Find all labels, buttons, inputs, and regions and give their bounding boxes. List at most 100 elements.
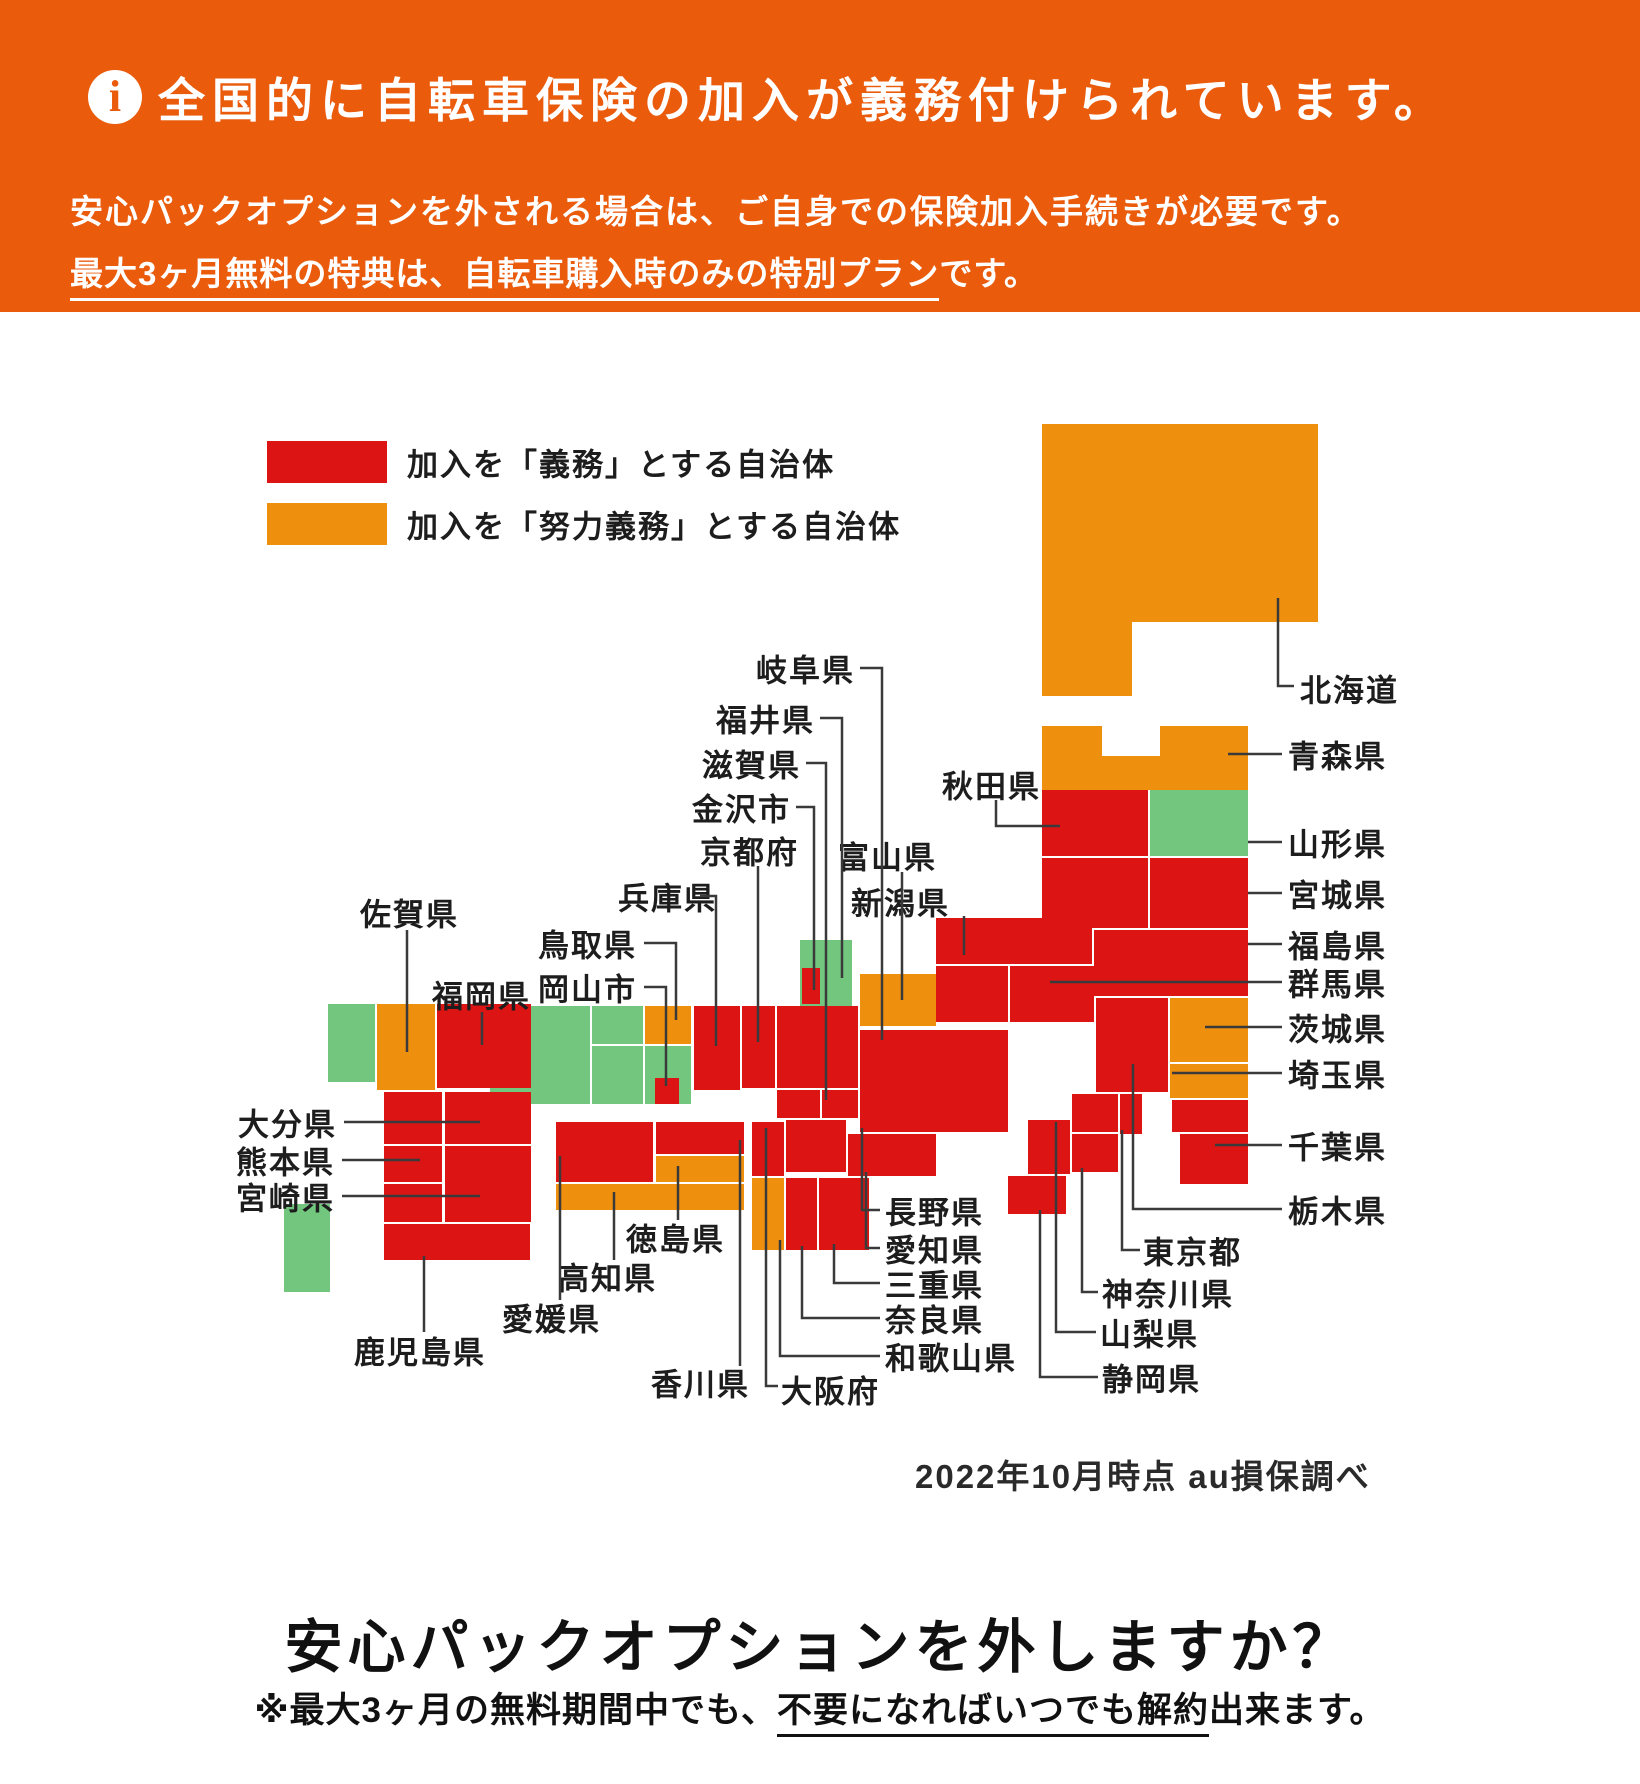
map-label-栃木県: 栃木県 (1288, 1194, 1387, 1230)
leader-line-栃木県 (1131, 1064, 1282, 1211)
header-title: 全国的に自転車保険の加入が義務付けられています。 (158, 74, 1448, 127)
legend-label-0: 加入を「義務」とする自治体 (407, 447, 836, 483)
region-saitama (1170, 1064, 1248, 1098)
region-gunma (1010, 966, 1094, 1022)
map-label-富山県: 富山県 (838, 840, 937, 876)
map-label-福井県: 福井県 (716, 703, 815, 739)
region-ibaraki (1170, 998, 1248, 1062)
region-chiba-upper (1172, 1100, 1248, 1132)
map-label-大阪府: 大阪府 (781, 1374, 880, 1410)
leader-line-長野県 (860, 1128, 880, 1212)
map-label-和歌山県: 和歌山県 (885, 1341, 1017, 1377)
footer-note: ※最大3ヶ月の無料期間中でも、不要になればいつでも解約出来ます。 (0, 1682, 1640, 1737)
map-label-兵庫県: 兵庫県 (618, 881, 717, 917)
map-label-新潟県: 新潟県 (851, 886, 950, 922)
legend-swatch-red (267, 441, 387, 483)
map-label-鹿児島県: 鹿児島県 (354, 1335, 486, 1371)
map-label-山梨県: 山梨県 (1100, 1317, 1199, 1353)
map-label-茨城県: 茨城県 (1288, 1012, 1387, 1048)
aomori-notch (1102, 726, 1160, 756)
map-label-佐賀県: 佐賀県 (360, 897, 459, 933)
map-label-奈良県: 奈良県 (885, 1303, 984, 1339)
region-kagawa (656, 1122, 744, 1154)
leader-line-神奈川県 (1080, 1168, 1098, 1294)
header-banner: i 全国的に自転車保険の加入が義務付けられています。 安心パックオプションを外さ… (0, 0, 1640, 312)
footer-note-pre: ※最大3ヶ月の無料期間中でも、 (254, 1691, 777, 1730)
legend-label-1: 加入を「努力義務」とする自治体 (407, 509, 902, 545)
header-line2: 最大3ヶ月無料の特典は、自転車購入時のみの特別プランです。 (70, 247, 1039, 301)
map-label-岐阜県: 岐阜県 (756, 653, 855, 689)
region-chiba-lower (1180, 1134, 1248, 1184)
region-hokkaido-main (1042, 424, 1318, 622)
footer-note-post: 出来ます。 (1208, 1691, 1386, 1730)
leader-line-秋田県 (994, 800, 1060, 828)
region-nagano (860, 1030, 1008, 1132)
region-kinki-red-b (786, 1120, 846, 1172)
source-note: 2022年10月時点 au損保調べ (915, 1458, 1371, 1495)
region-hokkaido-leg (1042, 622, 1132, 696)
leader-line-岡山市 (644, 985, 668, 1086)
region-mie (819, 1178, 869, 1250)
map-label-京都府: 京都府 (700, 835, 799, 871)
region-oita (445, 1092, 531, 1144)
region-tottori (645, 1006, 691, 1044)
region-fukuoka (437, 1004, 531, 1088)
region-yamanashi (1028, 1120, 1070, 1174)
region-miyazaki (445, 1146, 531, 1222)
leader-line-山梨県 (1054, 1122, 1096, 1334)
map-label-青森県: 青森県 (1288, 739, 1387, 775)
map-label-神奈川県: 神奈川県 (1102, 1277, 1234, 1313)
map-label-福島県: 福島県 (1288, 929, 1387, 965)
region-yamagata-area (1150, 790, 1248, 856)
map-label-鳥取県: 鳥取県 (538, 928, 637, 964)
region-osaka (752, 1122, 784, 1176)
region-niigata-south (936, 966, 1008, 1022)
header-line2-underlined: 最大3ヶ月無料の特典は、自転車購入時のみの特別プラン (70, 255, 940, 301)
region-tohoku-red (1042, 858, 1148, 928)
leader-line-金沢市 (796, 805, 816, 990)
leader-line-福井県 (820, 716, 844, 978)
region-niigata (936, 918, 1092, 964)
region-kanazawa-city (802, 968, 820, 1004)
region-nagasaki (328, 1004, 375, 1082)
region-okinawa (284, 1204, 330, 1292)
region-kanto-red (1072, 1094, 1118, 1132)
region-tokyo (1120, 1094, 1142, 1134)
footer-note-underlined: 不要になればいつでも解約 (776, 1691, 1209, 1737)
region-kinki-red-a (822, 1090, 858, 1118)
map-label-宮崎県: 宮崎県 (236, 1181, 335, 1217)
leader-line-東京都 (1120, 1130, 1140, 1252)
header-line1: 安心パックオプションを外される場合は、ご自身での保険加入手続きが必要です。 (70, 193, 1362, 230)
map-label-群馬県: 群馬県 (1288, 967, 1387, 1003)
leader-line-静岡県 (1038, 1210, 1098, 1379)
map-label-秋田県: 秋田県 (942, 769, 1041, 805)
map-label-北海道: 北海道 (1300, 673, 1399, 709)
region-wakayama (752, 1178, 784, 1250)
region-kagoshima (384, 1224, 530, 1260)
info-icon: i (88, 69, 142, 124)
region-kyushu-red-2 (384, 1184, 442, 1222)
map-label-千葉県: 千葉県 (1288, 1130, 1387, 1166)
leader-line-和歌山県 (778, 1240, 880, 1358)
leader-line-奈良県 (800, 1246, 880, 1320)
region-gifu (777, 1006, 858, 1088)
region-fukushima (1094, 930, 1248, 996)
region-miyagi (1150, 858, 1248, 928)
map-label-静岡県: 静岡県 (1102, 1362, 1201, 1398)
region-chugoku-green-2 (592, 1006, 643, 1044)
leader-line-鳥取県 (644, 941, 678, 1020)
region-kyushu-red-1 (384, 1092, 442, 1144)
header-line2-rest: です。 (939, 255, 1039, 292)
region-tokushima (656, 1156, 744, 1182)
region-ehime (556, 1122, 653, 1182)
map-label-埼玉県: 埼玉県 (1288, 1058, 1387, 1094)
leader-line-兵庫県 (700, 894, 718, 1046)
region-toyama (860, 974, 936, 1026)
map-label-高知県: 高知県 (558, 1261, 657, 1297)
map-label-愛知県: 愛知県 (885, 1233, 984, 1269)
leader-line-愛知県 (864, 1172, 880, 1250)
leader-line-三重県 (832, 1244, 880, 1285)
region-kanagawa (1072, 1134, 1118, 1172)
map-label-大分県: 大分県 (238, 1107, 337, 1143)
